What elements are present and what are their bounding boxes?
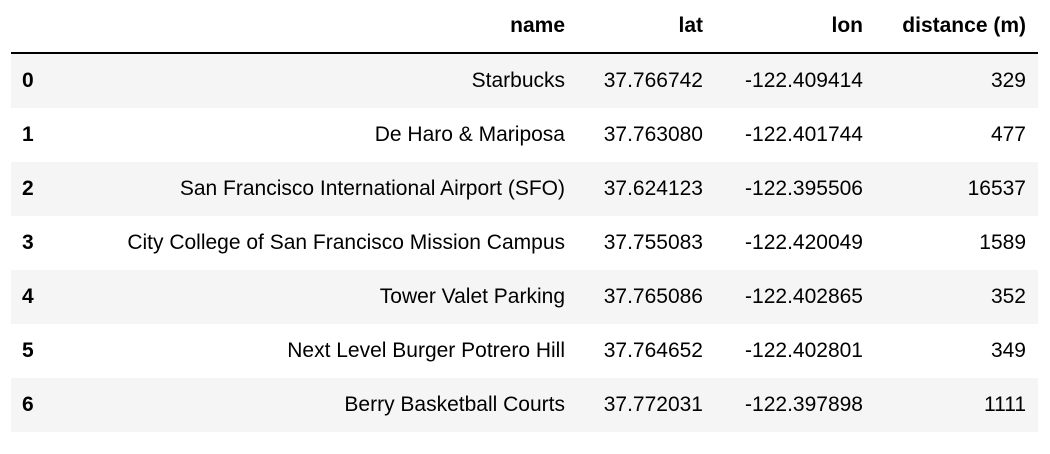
cell-name: De Haro & Mariposa	[374, 123, 565, 146]
cell-distance: 1589	[979, 231, 1026, 254]
header-distance: distance (m)	[875, 0, 1038, 54]
cell-distance: 349	[990, 339, 1026, 362]
row-index: 2	[22, 177, 34, 200]
cell-name: San Francisco International Airport (SFO…	[179, 177, 565, 200]
cell-distance: 1111	[983, 393, 1026, 416]
cell-lat: 37.624123	[603, 177, 703, 200]
cell-lat: 37.764652	[603, 339, 703, 362]
cell-lat: 37.755083	[603, 231, 703, 254]
table-row: 3 City College of San Francisco Mission …	[11, 216, 1038, 270]
dataframe-output: name lat lon distance (m) 0 Starbucks 37…	[11, 0, 1038, 432]
cell-lon: -122.397898	[745, 393, 863, 416]
cell-name: City College of San Francisco Mission Ca…	[127, 231, 565, 254]
row-index: 1	[22, 123, 34, 146]
cell-name: Next Level Burger Potrero Hill	[287, 339, 565, 362]
cell-lon: -122.420049	[745, 231, 863, 254]
table-row: 1 De Haro & Mariposa 37.763080 -122.4017…	[11, 108, 1038, 162]
cell-lat: 37.765086	[603, 285, 703, 308]
table-row: 5 Next Level Burger Potrero Hill 37.7646…	[11, 324, 1038, 378]
cell-distance: 329	[990, 69, 1026, 92]
row-index: 6	[22, 393, 34, 416]
cell-name: Starbucks	[471, 69, 565, 92]
header-index	[11, 0, 48, 54]
cell-distance: 477	[990, 123, 1026, 146]
cell-lon: -122.402801	[745, 339, 863, 362]
header-lat: lat	[577, 0, 715, 54]
table-row: 6 Berry Basketball Courts 37.772031 -122…	[11, 378, 1038, 432]
table-body: 0 Starbucks 37.766742 -122.409414 329 1 …	[11, 53, 1038, 432]
header-name: name	[48, 0, 577, 54]
cell-lat: 37.763080	[603, 123, 703, 146]
table-row: 0 Starbucks 37.766742 -122.409414 329	[11, 53, 1038, 108]
row-index: 4	[22, 285, 34, 308]
cell-lat: 37.766742	[603, 69, 703, 92]
table-header: name lat lon distance (m)	[11, 0, 1038, 54]
cell-lon: -122.409414	[745, 69, 863, 92]
cell-distance: 16537	[967, 177, 1026, 200]
cell-lon: -122.402865	[745, 285, 863, 308]
cell-name: Tower Valet Parking	[379, 285, 565, 308]
cell-lat: 37.772031	[603, 393, 703, 416]
header-row: name lat lon distance (m)	[11, 0, 1038, 54]
cell-lon: -122.401744	[745, 123, 863, 146]
header-lon: lon	[715, 0, 875, 54]
row-index: 0	[22, 69, 34, 92]
table-row: 4 Tower Valet Parking 37.765086 -122.402…	[11, 270, 1038, 324]
row-index: 5	[22, 339, 34, 362]
row-index: 3	[22, 231, 34, 254]
cell-lon: -122.395506	[745, 177, 863, 200]
dataframe-table: name lat lon distance (m) 0 Starbucks 37…	[11, 0, 1038, 432]
cell-name: Berry Basketball Courts	[344, 393, 565, 416]
table-row: 2 San Francisco International Airport (S…	[11, 162, 1038, 216]
cell-distance: 352	[990, 285, 1026, 308]
